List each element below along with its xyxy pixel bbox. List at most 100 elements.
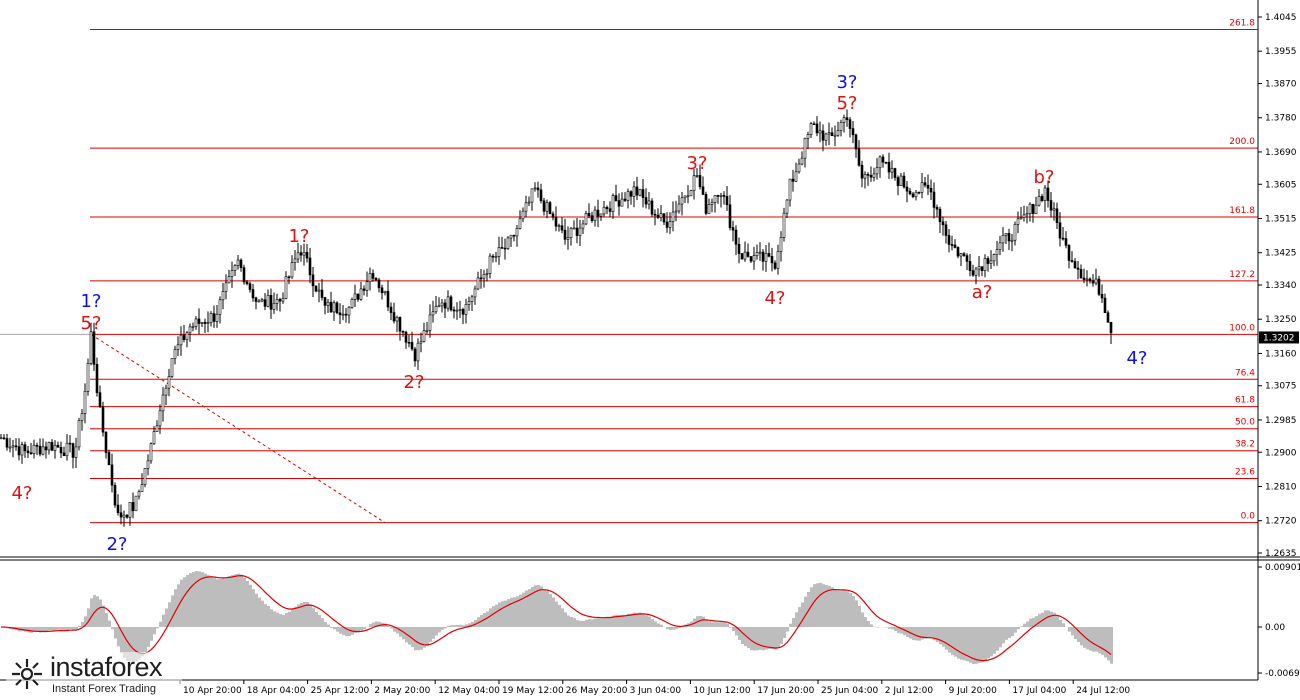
candle	[1007, 228, 1011, 251]
candle	[917, 191, 921, 195]
oscillator-bar	[729, 627, 732, 628]
oscillator-bar	[636, 612, 639, 627]
candle	[479, 269, 483, 289]
candle	[923, 176, 927, 188]
time-tick-label: 12 May 04:00	[438, 686, 500, 696]
candle	[386, 280, 390, 312]
candle	[806, 131, 810, 150]
oscillator-bar	[57, 627, 60, 630]
wave-label: 5?	[80, 313, 101, 334]
oscillator-bar	[996, 627, 999, 651]
candle	[827, 122, 831, 146]
candle	[512, 234, 516, 242]
oscillator-bar	[1032, 617, 1035, 627]
oscillator-bar	[123, 627, 126, 658]
oscillator-bar	[1104, 627, 1107, 658]
oscillator-bar	[189, 573, 192, 627]
candle	[50, 439, 54, 451]
oscillator-bar	[270, 609, 273, 627]
oscillator-bar	[243, 577, 246, 627]
candle	[638, 188, 642, 197]
candle	[998, 235, 1002, 256]
candle	[296, 242, 300, 264]
trend-line	[90, 333, 386, 524]
candle	[1058, 212, 1062, 247]
oscillator-bar	[771, 627, 774, 650]
oscillator-bar	[522, 592, 525, 627]
candle	[977, 255, 981, 277]
time-tick-label: 9 Jul 20:00	[949, 686, 998, 696]
candle	[428, 304, 432, 338]
oscillator-bar	[453, 625, 456, 627]
candle	[776, 244, 780, 275]
oscillator-bar	[582, 620, 585, 627]
oscillator-bar	[990, 627, 993, 657]
oscillator-bar	[141, 627, 144, 657]
candle	[527, 196, 531, 207]
time-tick-label: 19 May 12:00	[502, 686, 564, 696]
candle	[785, 199, 789, 218]
candle	[404, 330, 408, 349]
candle	[911, 192, 915, 199]
oscillator-bar	[789, 623, 792, 627]
oscillator-bar	[327, 624, 330, 627]
candle	[1094, 268, 1098, 286]
candle	[701, 176, 705, 196]
candle	[782, 207, 786, 242]
candle	[533, 182, 537, 192]
oscillator-bar	[657, 623, 660, 627]
candle	[1055, 202, 1059, 230]
oscillator-bar	[861, 612, 864, 627]
fib-level-label: 23.6	[1235, 467, 1255, 477]
oscillator-bar	[849, 593, 852, 627]
candle	[671, 201, 675, 232]
candle	[380, 284, 384, 300]
candle	[1067, 244, 1071, 269]
time-tick-label: 24 Jul 12:00	[1076, 686, 1130, 696]
oscillator-bar	[999, 627, 1002, 648]
candle	[11, 439, 15, 458]
oscillator-bar	[819, 582, 822, 627]
oscillator-bar	[513, 597, 516, 627]
candle	[563, 218, 567, 245]
oscillator-bar	[555, 601, 558, 627]
candle	[323, 296, 327, 315]
oscillator-bar	[84, 616, 87, 627]
oscillator-bar	[423, 627, 426, 648]
candle	[899, 172, 903, 186]
candle	[32, 439, 36, 459]
candle	[317, 282, 321, 303]
candle	[1004, 233, 1008, 245]
candle	[596, 199, 600, 228]
candle	[632, 181, 636, 208]
oscillator-tick-label: 0.00901	[1265, 563, 1300, 573]
candle	[857, 140, 861, 167]
candle	[839, 119, 843, 137]
candle	[986, 256, 990, 272]
oscillator-bar	[558, 604, 561, 627]
oscillator-bar	[1002, 627, 1005, 644]
candle	[962, 252, 966, 257]
oscillator-bar	[1026, 621, 1029, 627]
fib-level-label: 261.8	[1229, 19, 1255, 29]
candle	[293, 249, 297, 271]
candle	[497, 236, 501, 265]
oscillator-bar	[30, 627, 33, 633]
candle	[635, 176, 639, 201]
oscillator-bar	[372, 622, 375, 627]
candle	[92, 322, 96, 371]
candle	[146, 454, 150, 476]
oscillator-bar	[744, 627, 747, 647]
oscillator-bar	[390, 627, 393, 629]
candle	[995, 240, 999, 266]
candle	[1031, 203, 1035, 223]
oscillator-bar	[192, 572, 195, 627]
oscillator-bar	[441, 627, 444, 630]
candle	[542, 197, 546, 216]
oscillator-bar	[627, 613, 630, 627]
candle	[737, 237, 741, 264]
candle	[416, 338, 420, 371]
fib-level-label: 100.0	[1229, 323, 1255, 333]
candle	[620, 192, 624, 207]
oscillator-bar	[840, 590, 843, 627]
